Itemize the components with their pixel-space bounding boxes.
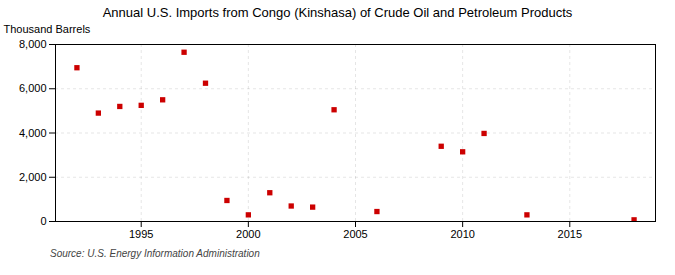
svg-text:1995: 1995 [129,228,153,240]
svg-text:2000: 2000 [236,228,260,240]
svg-text:4,000: 4,000 [19,127,47,139]
svg-text:0: 0 [40,215,46,227]
svg-text:2015: 2015 [558,228,582,240]
html-text:Annual U.S. Imports from Congo: Annual U.S. Imports from Congo (Kinshasa… [102,5,573,20]
svg-text:6,000: 6,000 [19,82,47,94]
svg-text:Thousand Barrels: Thousand Barrels [4,23,91,35]
svg-text:2005: 2005 [343,228,367,240]
svg-text:8,000: 8,000 [19,38,47,50]
svg-text:2,000: 2,000 [19,171,47,183]
svg-text:2010: 2010 [450,228,474,240]
html-text:Source: U.S. Energy Informatio: Source: U.S. Energy Information Administ… [50,248,260,259]
